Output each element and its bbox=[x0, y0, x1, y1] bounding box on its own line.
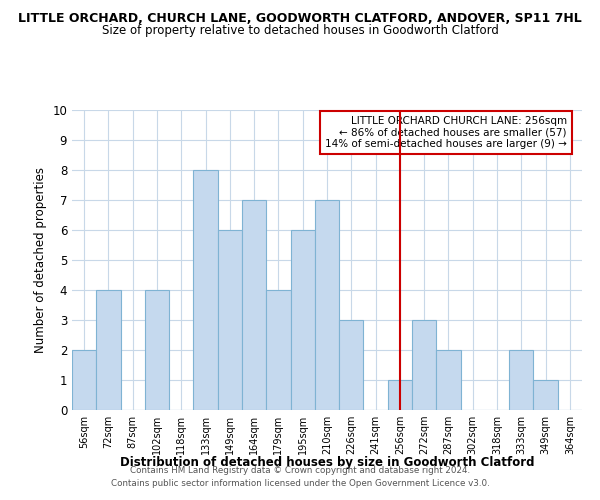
Bar bbox=[72, 350, 96, 410]
Bar bbox=[266, 290, 290, 410]
Bar bbox=[315, 200, 339, 410]
Text: LITTLE ORCHARD, CHURCH LANE, GOODWORTH CLATFORD, ANDOVER, SP11 7HL: LITTLE ORCHARD, CHURCH LANE, GOODWORTH C… bbox=[18, 12, 582, 26]
Bar bbox=[145, 290, 169, 410]
Text: Contains HM Land Registry data © Crown copyright and database right 2024.
Contai: Contains HM Land Registry data © Crown c… bbox=[110, 466, 490, 487]
Text: Size of property relative to detached houses in Goodworth Clatford: Size of property relative to detached ho… bbox=[101, 24, 499, 37]
Bar bbox=[218, 230, 242, 410]
Bar bbox=[388, 380, 412, 410]
Y-axis label: Number of detached properties: Number of detached properties bbox=[34, 167, 47, 353]
Bar bbox=[339, 320, 364, 410]
Bar bbox=[436, 350, 461, 410]
Bar bbox=[290, 230, 315, 410]
Bar bbox=[533, 380, 558, 410]
Bar bbox=[412, 320, 436, 410]
Bar bbox=[193, 170, 218, 410]
Bar bbox=[96, 290, 121, 410]
Text: Distribution of detached houses by size in Goodworth Clatford: Distribution of detached houses by size … bbox=[120, 456, 534, 469]
Bar bbox=[242, 200, 266, 410]
Text: LITTLE ORCHARD CHURCH LANE: 256sqm
← 86% of detached houses are smaller (57)
14%: LITTLE ORCHARD CHURCH LANE: 256sqm ← 86%… bbox=[325, 116, 567, 149]
Bar bbox=[509, 350, 533, 410]
